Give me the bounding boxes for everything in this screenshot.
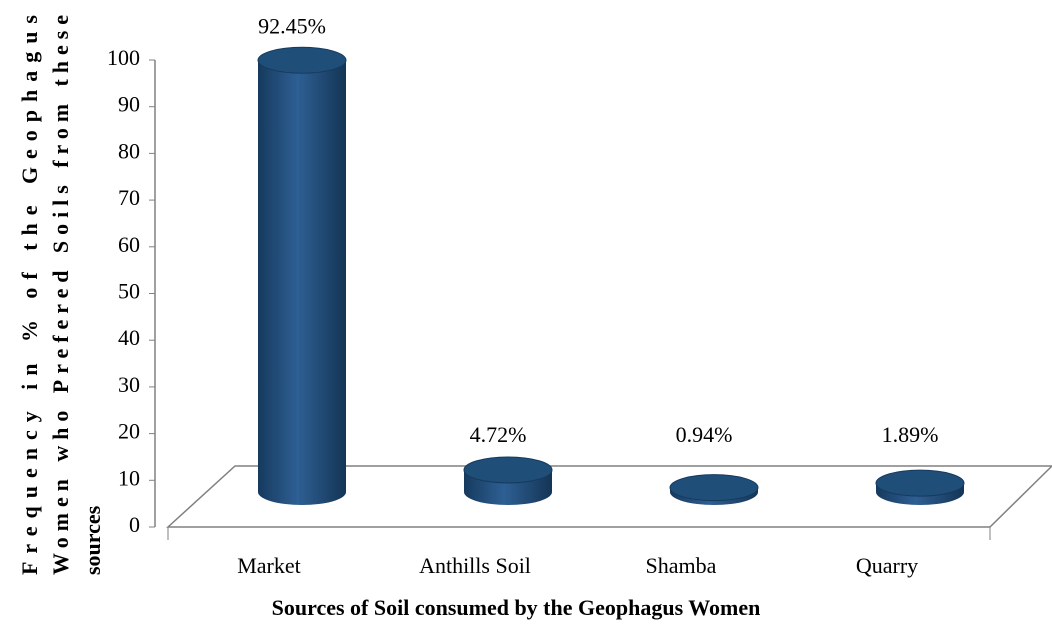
bar [258,60,346,506]
y-tick-label: 0 [129,512,140,537]
x-axis-title: Sources of Soil consumed by the Geophagu… [272,595,761,620]
y-tick-label: 90 [118,92,140,117]
x-tick-label: Market [237,553,301,578]
y-tick-label: 70 [118,185,140,210]
y-tick-label: 80 [118,138,140,163]
floor [166,465,1052,528]
y-tick-label: 20 [118,419,140,444]
bar-top [257,46,347,74]
bar-top [669,474,759,502]
bar-top [875,469,965,497]
y-tick-label: 100 [107,45,140,70]
y-tick-label: 40 [118,325,140,350]
data-label: 1.89% [882,422,939,447]
y-axis-title: Frequency in % of the Geophagus [17,15,42,575]
y-tick-label: 10 [118,465,140,490]
bar-top [463,456,553,484]
data-label: 4.72% [470,422,527,447]
x-tick-label: Quarry [856,553,918,578]
data-label: 0.94% [676,422,733,447]
y-axis-title: Women who Prefered Soils from these [48,15,73,575]
x-tick-label: Shamba [646,553,717,578]
y-tick-label: 50 [118,279,140,304]
y-tick-label: 30 [118,372,140,397]
data-label: 92.45% [258,13,326,38]
y-tick-label: 60 [118,232,140,257]
x-tick-label: Anthills Soil [419,553,531,578]
y-axis-title: sources [80,505,105,575]
